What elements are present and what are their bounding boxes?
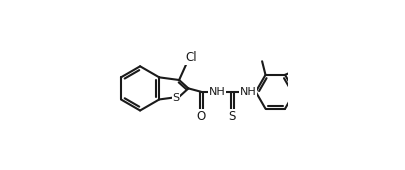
Text: NH: NH (209, 87, 225, 97)
Text: S: S (172, 93, 179, 103)
Text: Cl: Cl (184, 51, 196, 64)
Text: NH: NH (239, 87, 256, 97)
Text: O: O (196, 110, 205, 123)
Text: S: S (228, 110, 235, 123)
